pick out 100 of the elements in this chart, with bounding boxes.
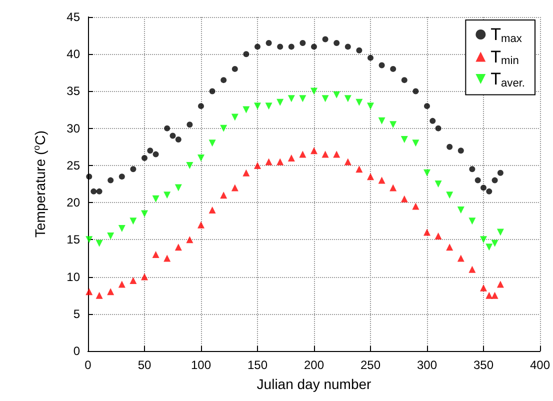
- point: [412, 202, 420, 210]
- point: [118, 174, 125, 180]
- point: [480, 284, 487, 292]
- point: [96, 188, 102, 194]
- point: [368, 54, 374, 61]
- x-tick-label: 400: [530, 358, 550, 372]
- point: [457, 254, 464, 262]
- point: [378, 176, 386, 184]
- point: [434, 232, 442, 240]
- point: [90, 188, 97, 194]
- y-tick-label: 25: [66, 158, 80, 172]
- point: [310, 88, 318, 95]
- point: [288, 95, 295, 102]
- point: [130, 218, 137, 225]
- point: [107, 232, 114, 240]
- point: [491, 240, 498, 247]
- x-tick-label: 0: [84, 358, 92, 372]
- point: [164, 254, 171, 262]
- point: [390, 66, 396, 72]
- point: [496, 228, 504, 236]
- point: [265, 102, 272, 110]
- point: [152, 151, 159, 158]
- point: [457, 206, 464, 214]
- x-axis-title: Julian day number: [256, 376, 372, 392]
- point: [276, 158, 284, 166]
- point: [480, 184, 486, 191]
- x-tick-label: 250: [360, 358, 381, 372]
- point: [164, 192, 171, 199]
- x-tick-label: 300: [416, 358, 438, 372]
- point: [446, 244, 454, 251]
- point: [390, 121, 397, 128]
- point: [174, 184, 182, 192]
- x-tick-label: 200: [304, 358, 324, 372]
- point: [118, 225, 126, 232]
- point: [400, 195, 408, 202]
- point: [496, 280, 504, 288]
- point: [300, 40, 306, 46]
- point: [344, 158, 352, 166]
- point: [344, 95, 352, 102]
- point: [220, 77, 227, 84]
- point: [164, 125, 170, 132]
- point: [434, 180, 442, 188]
- point: [254, 44, 260, 50]
- point: [86, 174, 92, 180]
- y-tick-label: 5: [73, 306, 80, 321]
- y-axis-title: Temperature (oC): [32, 130, 48, 238]
- point: [197, 221, 204, 228]
- point: [412, 140, 420, 147]
- point: [198, 103, 204, 110]
- point: [254, 102, 261, 110]
- point: [208, 140, 216, 147]
- point: [277, 44, 284, 50]
- point: [254, 162, 261, 169]
- point: [458, 148, 464, 154]
- point: [242, 106, 250, 114]
- x-tick-label: 100: [190, 358, 212, 372]
- point: [209, 88, 216, 94]
- point: [333, 150, 340, 158]
- point: [220, 192, 228, 199]
- point: [486, 188, 492, 194]
- point: [366, 102, 374, 110]
- point: [243, 51, 250, 58]
- point: [474, 177, 481, 184]
- point: [265, 158, 272, 166]
- point: [486, 292, 493, 299]
- point: [141, 273, 148, 280]
- point: [356, 98, 363, 106]
- point: [186, 236, 194, 244]
- point: [175, 136, 182, 142]
- x-tick-label: 150: [247, 358, 268, 372]
- point: [430, 118, 436, 124]
- point: [299, 150, 306, 158]
- point: [412, 88, 419, 94]
- point: [288, 44, 294, 50]
- y-tick-label: 0: [73, 344, 80, 358]
- y-tick-label: 30: [66, 121, 80, 136]
- point: [400, 136, 408, 143]
- point: [356, 166, 363, 173]
- point: [107, 288, 114, 296]
- point: [468, 218, 476, 225]
- point: [170, 132, 176, 139]
- x-tick-label: 50: [138, 358, 152, 372]
- point: [344, 44, 351, 50]
- point: [480, 236, 487, 244]
- point: [356, 47, 362, 54]
- point: [390, 184, 397, 192]
- point: [108, 177, 114, 184]
- point: [276, 98, 284, 106]
- point: [130, 166, 136, 172]
- y-tick-label: 35: [66, 84, 80, 98]
- point: [141, 210, 148, 218]
- point: [232, 66, 238, 72]
- point: [96, 240, 103, 247]
- point: [424, 103, 430, 110]
- point: [174, 244, 182, 251]
- point: [147, 148, 154, 154]
- point: [469, 166, 476, 172]
- point: [446, 144, 453, 150]
- point: [96, 292, 103, 299]
- point: [486, 244, 493, 251]
